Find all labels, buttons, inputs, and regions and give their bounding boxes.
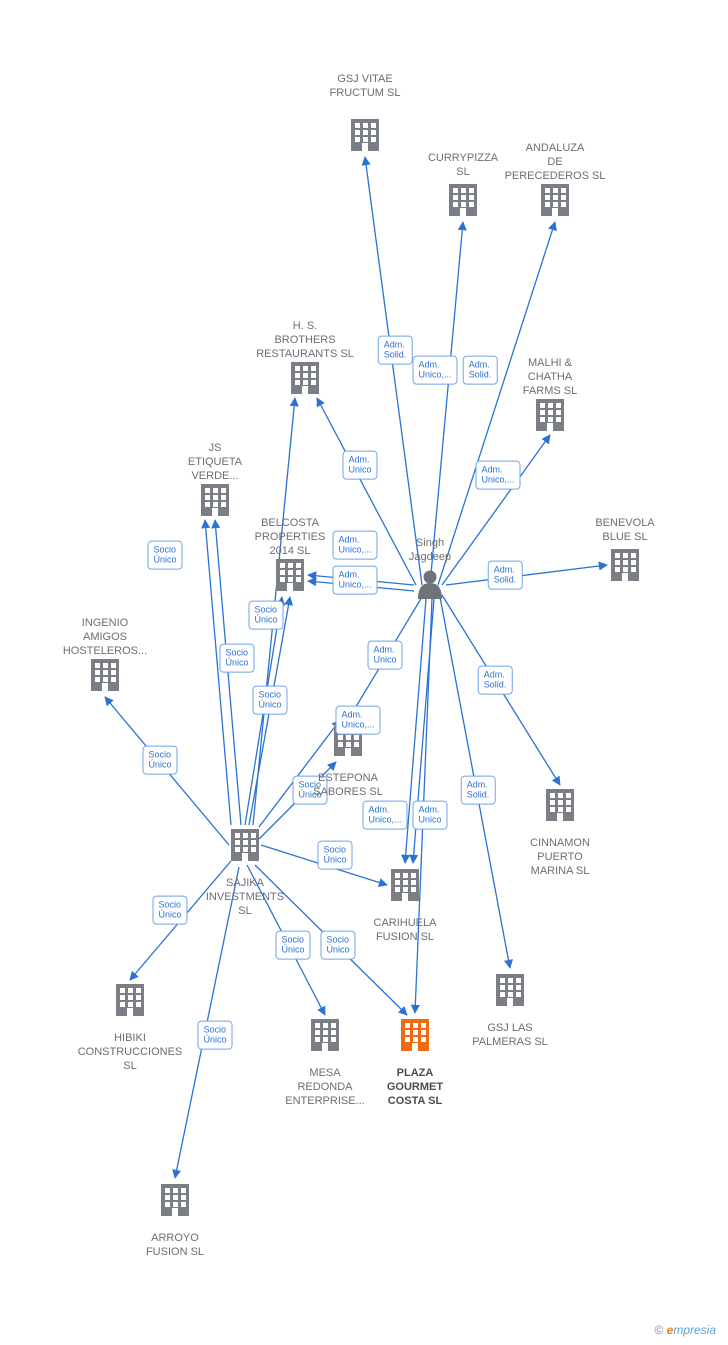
brand-rest: mpresia	[673, 1323, 716, 1337]
company-node[interactable]	[401, 1019, 429, 1051]
edge-label: Adm. Solid.	[461, 776, 496, 805]
building-icon	[161, 1184, 189, 1216]
company-node[interactable]	[276, 559, 304, 591]
building-icon	[311, 1019, 339, 1051]
building-icon	[496, 974, 524, 1006]
node-label: BELCOSTA PROPERTIES 2014 SL	[225, 517, 355, 558]
node-label: BENEVOLA BLUE SL	[560, 517, 690, 545]
company-node[interactable]	[311, 1019, 339, 1051]
company-node[interactable]	[449, 184, 477, 216]
building-icon	[276, 559, 304, 591]
company-node[interactable]	[391, 869, 419, 901]
company-node[interactable]	[351, 119, 379, 151]
building-icon	[391, 869, 419, 901]
company-node[interactable]	[546, 789, 574, 821]
edge-label: Adm. Unico,...	[332, 566, 377, 595]
node-label: ANDALUZA DE PERECEDEROS SL	[490, 142, 620, 183]
building-icon	[401, 1019, 429, 1051]
edge-label: Adm. Unico	[367, 641, 402, 670]
edge	[430, 222, 463, 585]
company-node[interactable]	[231, 829, 259, 861]
edge	[215, 520, 241, 825]
company-node[interactable]	[291, 362, 319, 394]
node-label: JS ETIQUETA VERDE...	[150, 442, 280, 483]
company-node[interactable]	[91, 659, 119, 691]
edge-label: Socio Único	[197, 1021, 232, 1050]
edge-label: Adm. Solid.	[378, 336, 413, 365]
building-icon	[291, 362, 319, 394]
building-icon	[541, 184, 569, 216]
edge-label: Adm. Solid.	[488, 561, 523, 590]
building-icon	[351, 119, 379, 151]
company-node[interactable]	[116, 984, 144, 1016]
node-label: HIBIKI CONSTRUCCIONES SL	[65, 1032, 195, 1073]
node-label: MALHI & CHATHA FARMS SL	[485, 357, 615, 398]
building-icon	[201, 484, 229, 516]
company-node[interactable]	[611, 549, 639, 581]
edge-label: Socio Único	[317, 841, 352, 870]
edge-label: Adm. Unico,...	[362, 801, 407, 830]
node-label: INGENIO AMIGOS HOSTELEROS...	[40, 617, 170, 658]
edge-label: Socio Único	[219, 644, 254, 673]
node-label: SAJIKA INVESTMENTS SL	[180, 877, 310, 918]
edge-label: Socio Único	[252, 686, 287, 715]
building-icon	[91, 659, 119, 691]
edge-label: Adm. Unico,...	[412, 356, 457, 385]
node-label: H. S. BROTHERS RESTAURANTS SL	[240, 320, 370, 361]
building-icon	[231, 829, 259, 861]
edge	[205, 520, 231, 825]
node-label: ARROYO FUSION SL	[110, 1232, 240, 1260]
edge-label: Adm. Unico,...	[335, 706, 380, 735]
company-node[interactable]	[496, 974, 524, 1006]
building-icon	[611, 549, 639, 581]
node-label: ESTEPONA SABORES SL	[283, 772, 413, 800]
building-icon	[449, 184, 477, 216]
company-node[interactable]	[201, 484, 229, 516]
node-label: Singh Jagdeep	[365, 537, 495, 565]
node-label: CARIHUELA FUSION SL	[340, 917, 470, 945]
copyright-symbol: ©	[654, 1323, 663, 1337]
edge-label: Socio Único	[248, 601, 283, 630]
company-node[interactable]	[161, 1184, 189, 1216]
building-icon	[546, 789, 574, 821]
company-node[interactable]	[536, 399, 564, 431]
network-canvas	[0, 0, 728, 1345]
edge-label: Adm. Solid.	[478, 666, 513, 695]
node-label: GSJ VITAE FRUCTUM SL	[300, 73, 430, 101]
edge-label: Adm. Unico	[412, 801, 447, 830]
edge	[446, 565, 607, 585]
building-icon	[116, 984, 144, 1016]
node-label: GSJ LAS PALMERAS SL	[445, 1022, 575, 1050]
edge-label: Adm. Unico	[342, 451, 377, 480]
edge-label: Socio Único	[147, 541, 182, 570]
footer-brand: © empresia	[654, 1323, 716, 1337]
company-node[interactable]	[541, 184, 569, 216]
node-label: PLAZA GOURMET COSTA SL	[350, 1067, 480, 1108]
node-label: CINNAMON PUERTO MARINA SL	[495, 837, 625, 878]
edge-label: Socio Único	[142, 746, 177, 775]
building-icon	[536, 399, 564, 431]
edge-label: Adm. Unico,...	[475, 461, 520, 490]
edge-label: Socio Único	[275, 931, 310, 960]
